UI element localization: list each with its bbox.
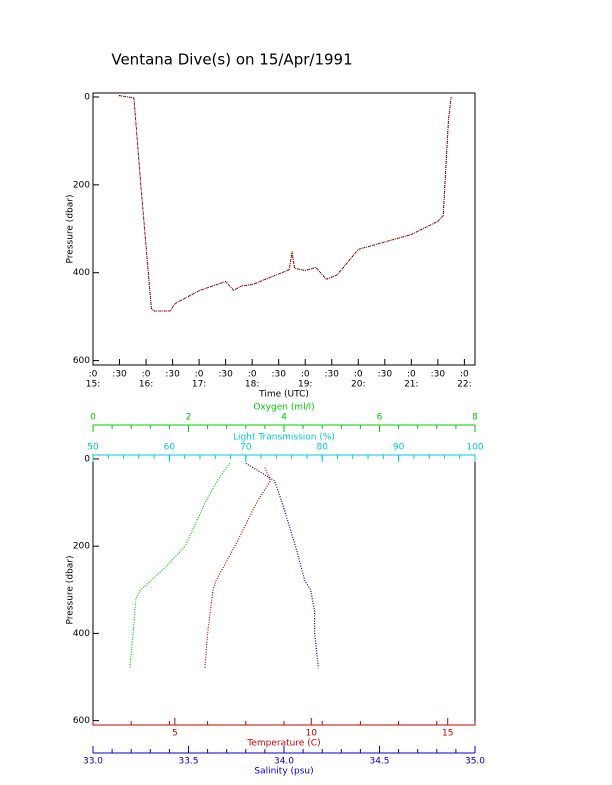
x-hour-label: 21: bbox=[404, 380, 418, 390]
x-tick-label: 6 bbox=[377, 413, 383, 423]
x-tick-label: :30 bbox=[378, 370, 393, 380]
x-axis-label: Temperature (C) bbox=[246, 739, 320, 749]
x-axis-label: Light Transmission (%) bbox=[233, 433, 335, 443]
x-tick-label: :30 bbox=[218, 370, 233, 380]
y-tick-label: 200 bbox=[73, 542, 90, 552]
x-tick-label: 34.0 bbox=[274, 757, 294, 767]
data-line bbox=[118, 95, 452, 312]
x-tick-label: :0 bbox=[142, 370, 151, 380]
x-tick-label: 34.5 bbox=[369, 757, 389, 767]
y-tick-label: 0 bbox=[84, 92, 90, 102]
profile-line bbox=[204, 467, 272, 669]
x-tick-label: :30 bbox=[271, 370, 286, 380]
x-hour-label: 15: bbox=[86, 380, 100, 390]
y-tick-label: 200 bbox=[73, 180, 90, 190]
y-tick-label: 600 bbox=[73, 716, 90, 726]
x-hour-label: 17: bbox=[192, 380, 206, 390]
x-tick-label: 80 bbox=[316, 443, 328, 453]
x-tick-label: 0 bbox=[90, 413, 96, 423]
plot-frame bbox=[92, 454, 476, 726]
x-tick-label: 33.5 bbox=[178, 757, 198, 767]
x-hour-label: 20: bbox=[351, 380, 365, 390]
profile-line bbox=[245, 462, 319, 669]
x-tick-label: :0 bbox=[195, 370, 204, 380]
chart-title: Ventana Dive(s) on 15/Apr/1991 bbox=[111, 51, 352, 69]
x-axis-label: Time (UTC) bbox=[258, 390, 309, 400]
x-hour-label: 19: bbox=[298, 380, 312, 390]
x-tick-label: 2 bbox=[186, 413, 192, 423]
x-hour-label: 18: bbox=[245, 380, 259, 390]
y-tick-label: 0 bbox=[84, 454, 90, 464]
x-tick-label: 70 bbox=[240, 443, 252, 453]
x-tick-label: 15 bbox=[442, 729, 453, 739]
x-axis-label: Salinity (psu) bbox=[254, 767, 313, 777]
x-tick-label: :0 bbox=[354, 370, 363, 380]
y-tick-label: 400 bbox=[73, 268, 90, 278]
x-tick-label: :0 bbox=[248, 370, 257, 380]
profile-line bbox=[129, 462, 231, 669]
y-tick-label: 400 bbox=[73, 629, 90, 639]
x-tick-label: 50 bbox=[87, 443, 99, 453]
x-tick-label: 4 bbox=[281, 413, 287, 423]
x-tick-label: 60 bbox=[164, 443, 176, 453]
x-tick-label: :0 bbox=[407, 370, 416, 380]
x-tick-label: :0 bbox=[460, 370, 469, 380]
x-tick-label: 35.0 bbox=[465, 757, 485, 767]
y-axis-label: Pressure (dbar) bbox=[66, 195, 76, 264]
data-line-overlay bbox=[118, 95, 452, 312]
x-tick-label: :30 bbox=[112, 370, 127, 380]
plot-frame bbox=[92, 92, 476, 366]
x-axis-label: Oxygen (ml/l) bbox=[253, 403, 314, 413]
x-tick-label: 33.0 bbox=[83, 757, 103, 767]
x-tick-label: :30 bbox=[431, 370, 446, 380]
x-tick-label: 10 bbox=[306, 729, 318, 739]
x-tick-label: 90 bbox=[393, 443, 405, 453]
x-tick-label: :30 bbox=[325, 370, 340, 380]
y-axis-label: Pressure (dbar) bbox=[66, 556, 76, 625]
y-tick-label: 600 bbox=[73, 356, 90, 366]
x-tick-label: :30 bbox=[165, 370, 180, 380]
x-tick-label: :0 bbox=[301, 370, 310, 380]
x-hour-label: 16: bbox=[139, 380, 153, 390]
x-tick-label: 5 bbox=[172, 729, 178, 739]
x-tick-label: :0 bbox=[89, 370, 98, 380]
x-tick-label: 8 bbox=[472, 413, 478, 423]
x-hour-label: 22: bbox=[457, 380, 471, 390]
x-tick-label: 100 bbox=[466, 443, 483, 453]
